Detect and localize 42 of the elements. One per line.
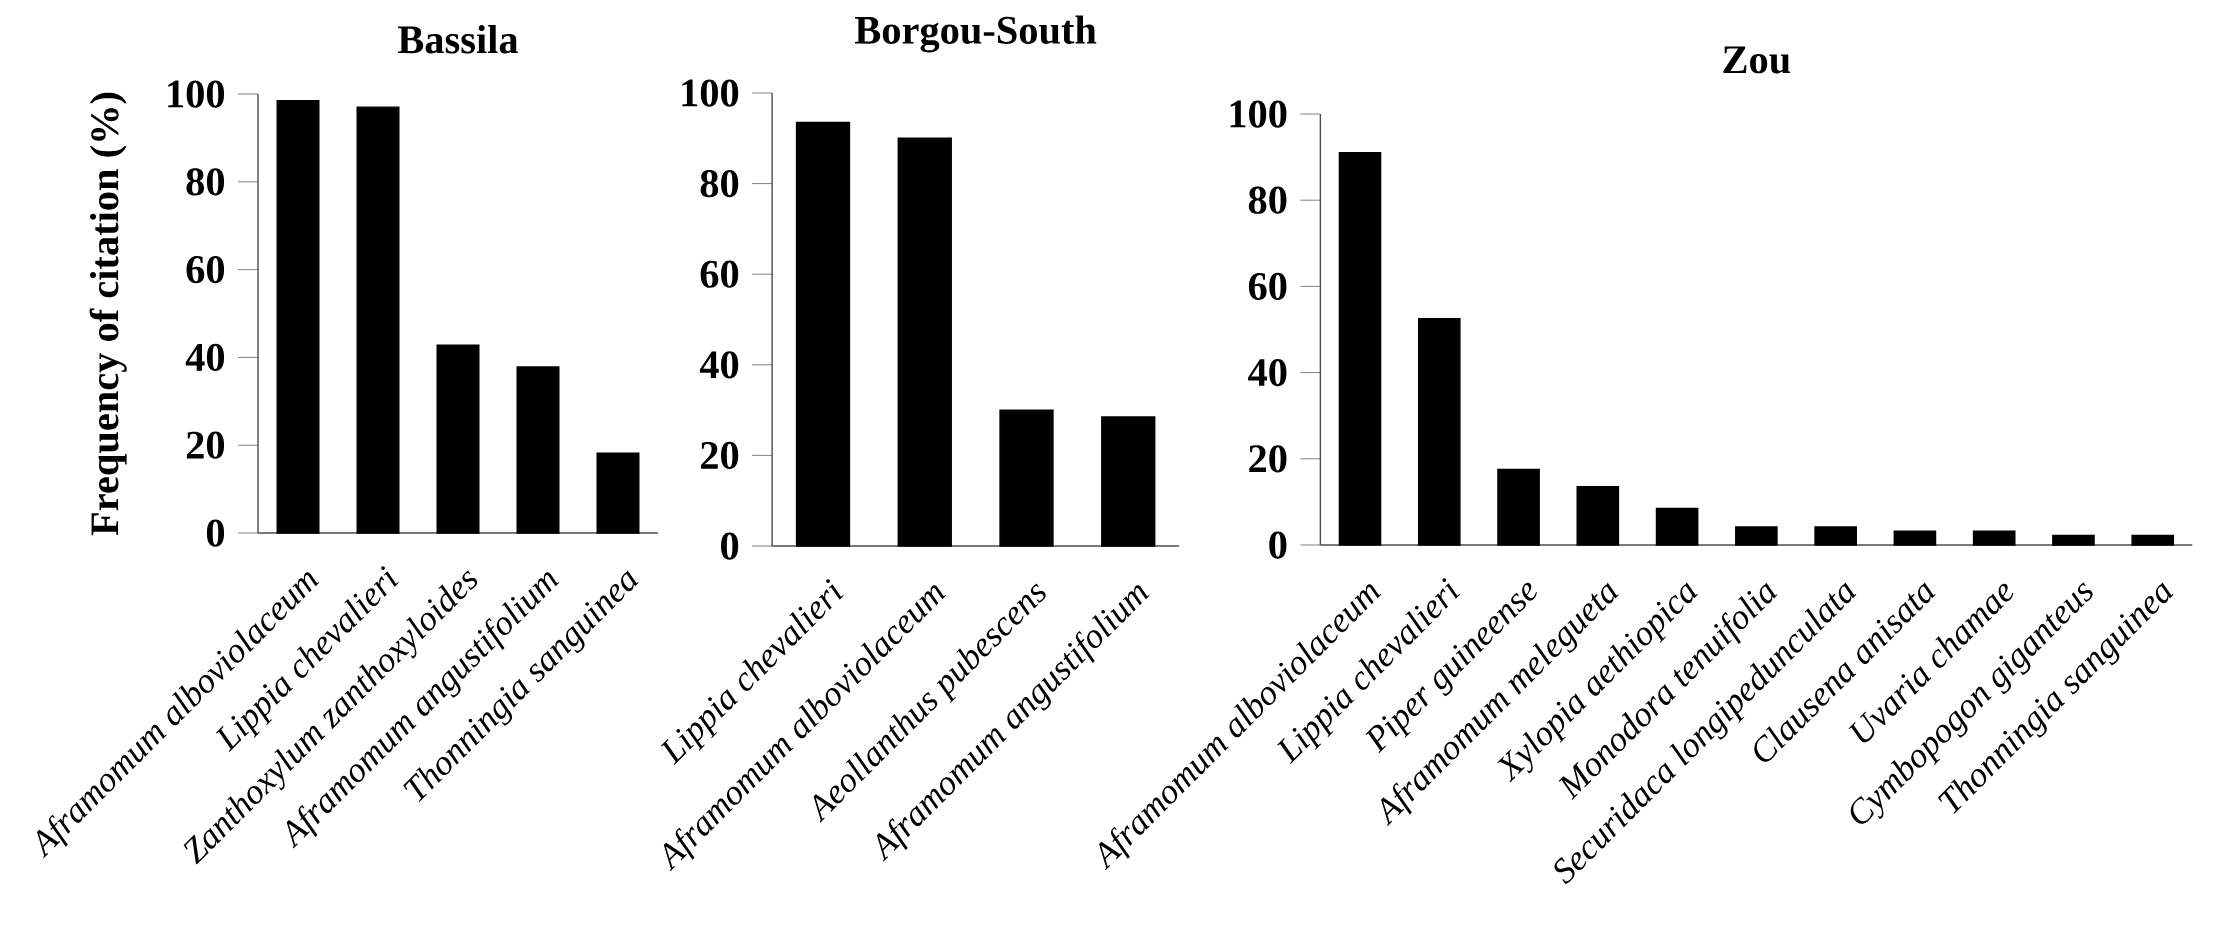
bar [1497,468,1540,546]
y-tick-label: 0 [206,519,225,547]
bar [795,121,851,547]
y-tick-label: 60 [186,256,225,284]
y-tick-label: 80 [700,170,739,198]
y-tick-label: 40 [1248,359,1287,387]
y-tick-label: 80 [1248,186,1287,214]
y-tick-label: 80 [186,168,225,196]
bar [1735,526,1778,546]
bar [1655,507,1699,546]
bar [436,344,480,534]
chart-title: Borgou-South [855,15,1097,53]
y-tick-label: 20 [1249,445,1287,473]
bar [1972,530,2016,546]
bar [1417,318,1461,546]
bar [2052,534,2095,546]
bar [897,137,952,547]
bar [999,409,1054,547]
y-tick-label: 0 [1269,531,1287,559]
bar [1101,416,1156,547]
y-tick-label: 100 [1230,100,1287,128]
y-tick-label: 20 [186,431,225,459]
bar [1338,152,1382,546]
y-tick-label: 20 [701,441,739,470]
bar [1576,486,1620,546]
chart-title: Zou [1723,46,1791,74]
y-tick-label: 40 [185,343,225,372]
bar [1814,526,1857,546]
y-tick-label: 60 [700,260,739,288]
bar [276,99,320,534]
bar [2131,534,2175,546]
y-tick-label: 0 [721,532,739,560]
bar [596,452,640,534]
y-tick-label: 40 [699,351,739,379]
y-tick-label: 60 [1248,272,1287,301]
bar [1893,530,1937,546]
y-axis-title: Frequency of citation (%) [89,92,127,536]
y-tick-label: 100 [168,80,225,108]
chart-title: Bassila [398,25,518,54]
bar [516,366,560,534]
y-tick-label: 100 [682,79,739,107]
bar [356,106,400,534]
